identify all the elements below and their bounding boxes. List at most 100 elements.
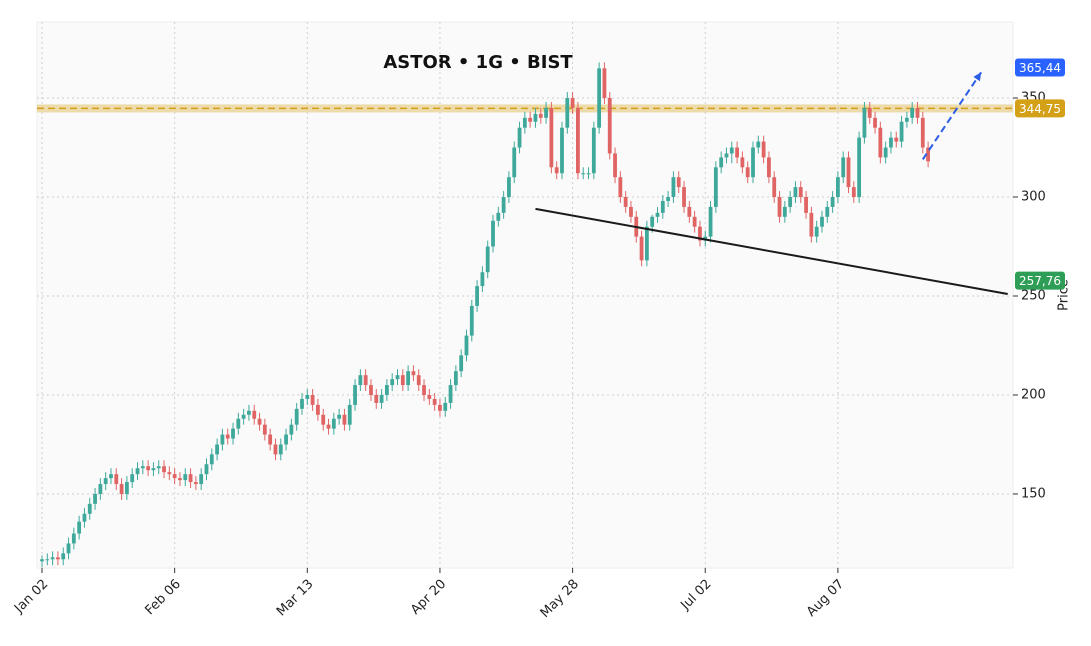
candle-body: [501, 197, 506, 213]
candle-body: [650, 216, 655, 227]
x-tick-label: Mar 13: [274, 577, 317, 620]
candle-body: [915, 107, 920, 118]
candle-body: [671, 177, 676, 198]
candle-body: [740, 157, 745, 168]
candle-body: [241, 414, 246, 419]
y-tick-label: 200: [1021, 387, 1046, 402]
candle-body: [793, 187, 798, 198]
candle-body: [841, 157, 846, 178]
candle-body: [353, 385, 357, 405]
candle-body: [857, 137, 862, 198]
candle-body: [183, 474, 188, 481]
candle-body: [305, 394, 310, 399]
x-tick-label: May 28: [538, 577, 582, 621]
candle-body: [475, 286, 479, 306]
candle-body: [878, 127, 883, 158]
candle-body: [761, 141, 766, 158]
candle-body: [894, 137, 899, 142]
candle-body: [809, 212, 814, 237]
candle-body: [395, 375, 400, 380]
candle-body: [427, 394, 432, 399]
candle-body: [40, 559, 44, 562]
candle-body: [756, 141, 761, 148]
candle-body: [597, 68, 602, 128]
candle-body: [204, 464, 209, 475]
candle-body: [61, 553, 66, 560]
candle-body: [745, 167, 750, 178]
plot-area: [36, 21, 1014, 569]
candle-body: [926, 147, 931, 162]
candle-body: [586, 173, 591, 175]
candle-body: [151, 468, 156, 471]
price-label-box: [1015, 271, 1065, 290]
candle-body: [862, 107, 867, 138]
candle-body: [772, 177, 777, 198]
candle-body: [93, 493, 97, 504]
candle-body: [130, 474, 135, 483]
candle-body: [554, 167, 559, 174]
candle-body: [438, 404, 442, 411]
candle-body: [459, 355, 464, 372]
candle-body: [719, 157, 724, 168]
candle-body: [172, 474, 177, 479]
candle-body: [284, 434, 288, 445]
candle-body: [777, 197, 782, 217]
candle-body: [692, 216, 697, 227]
candle-body: [289, 424, 294, 435]
candle-body: [676, 177, 681, 188]
candle-body: [629, 206, 633, 217]
candle-body: [236, 418, 241, 429]
candle-body: [363, 375, 368, 386]
candle-body: [209, 454, 214, 465]
candle-body: [156, 466, 161, 469]
candle-body: [188, 474, 193, 483]
candle-body: [310, 394, 315, 405]
candle-body: [825, 206, 830, 217]
candle-body: [708, 206, 713, 237]
candle-body: [904, 117, 909, 122]
candle-body: [666, 197, 671, 201]
candle-body: [87, 503, 92, 514]
price-label: 344,75: [1019, 102, 1061, 116]
price-label-box: [1015, 99, 1065, 118]
candle-body: [846, 157, 851, 188]
candle-body: [300, 398, 304, 409]
candle-body: [231, 428, 235, 439]
candle-body: [788, 197, 793, 207]
candle-body: [522, 117, 527, 128]
candle-body: [278, 444, 283, 455]
candle-body: [538, 113, 543, 118]
candle-body: [820, 216, 824, 227]
y-tick-label: 300: [1021, 190, 1046, 205]
candle-body: [193, 482, 198, 485]
candle-body: [135, 468, 140, 475]
trend-line: [535, 207, 1008, 295]
candle-body: [782, 206, 787, 217]
candle-body: [767, 157, 771, 178]
chart-title: ASTOR • 1G • BIST: [383, 52, 573, 73]
candle-body: [581, 173, 586, 175]
candle-body: [119, 484, 124, 494]
candle-body: [347, 404, 352, 425]
candle-body: [50, 557, 55, 560]
candle-body: [798, 187, 803, 198]
candle-body: [443, 402, 448, 411]
candle-body: [682, 187, 686, 207]
x-tick-label: Jul 02: [678, 577, 715, 614]
candle-body: [512, 147, 517, 178]
candle-body: [56, 557, 60, 560]
candle-body: [337, 414, 342, 419]
candle-body: [66, 543, 71, 554]
candle-body: [507, 177, 511, 198]
candle-body: [469, 305, 474, 336]
candle-body: [432, 398, 437, 405]
candle-body: [867, 107, 872, 118]
candle-body: [618, 177, 623, 198]
candle-body: [199, 474, 204, 485]
y-tick-label: 250: [1021, 288, 1046, 303]
candle-body: [804, 197, 808, 213]
candle-body: [528, 117, 533, 122]
candle-body: [533, 113, 538, 122]
candle-body: [268, 434, 273, 445]
